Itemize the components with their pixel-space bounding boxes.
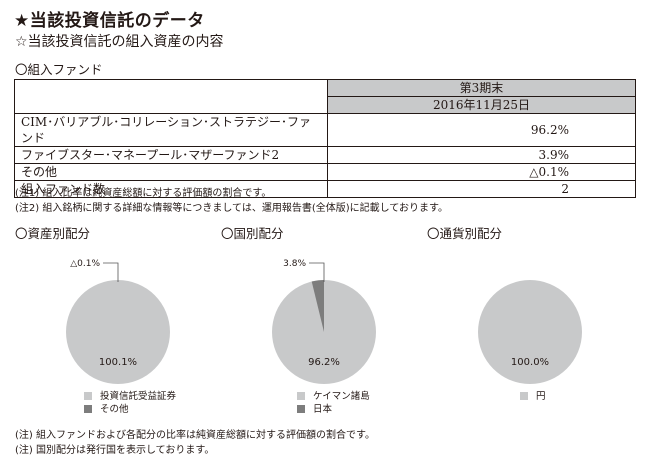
country-allocation-pie: 3.8% 96.2% [272, 259, 376, 384]
table-row: ファイブスター･マネープール･マザーファンド2 3.9% [14, 146, 636, 164]
page-title: ★当該投資信託のデータ [14, 11, 205, 31]
leader-line [309, 262, 325, 282]
legend-label: その他 [100, 404, 129, 415]
legend-item: ケイマン諸島 [297, 388, 370, 402]
fund-name: その他 [14, 163, 328, 181]
slice-label: △0.1% [70, 259, 100, 269]
legend-swatch [520, 392, 528, 400]
fund-name: ファイブスター･マネープール･マザーファンド2 [14, 146, 328, 164]
leader-line [103, 262, 119, 282]
table-row: 組入ファンド数 2 [14, 180, 636, 198]
pie-slice [478, 280, 582, 384]
table-header-period: 第3期末 [327, 79, 636, 97]
fund-value: △0.1% [327, 163, 636, 181]
legend-label: 円 [536, 391, 546, 402]
fund-value: 3.9% [327, 146, 636, 164]
asset-allocation-title: 〇資産別配分 [15, 226, 91, 241]
note-bottom-2: (注) 国別配分は発行国を表示しております。 [15, 445, 215, 456]
table-row: CIM･バリアブル･コリレーション･ストラテジー･ファンド 96.2% [14, 113, 636, 147]
table-header-date: 2016年11月25日 [327, 96, 636, 114]
fund-value: 96.2% [327, 113, 636, 147]
slice-label: 100.1% [99, 357, 137, 368]
legend-item: 円 [520, 388, 546, 402]
fund-name: CIM･バリアブル･コリレーション･ストラテジー･ファンド [14, 113, 328, 147]
legend-swatch [297, 405, 305, 413]
country-allocation-title: 〇国別配分 [221, 226, 284, 241]
legend-swatch [84, 405, 92, 413]
note-2: (注2) 組入銘柄に関する詳細な情報等につきましては、運用報告書(全体版)に記載… [15, 203, 449, 214]
legend-label: ケイマン諸島 [313, 391, 370, 402]
section-subtitle: ☆当該投資信託の組入資産の内容 [15, 34, 224, 50]
legend-item: その他 [84, 401, 129, 415]
pie-slice [311, 280, 324, 332]
slice-label: 96.2% [308, 357, 340, 368]
table-header-blank [14, 79, 328, 114]
legend-swatch [297, 392, 305, 400]
legend-label: 日本 [313, 404, 333, 415]
funds-heading: 〇組入ファンド [15, 62, 103, 77]
asset-allocation-pie: △0.1% 100.1% [66, 259, 170, 384]
slice-label: 3.8% [283, 259, 306, 269]
fund-count-value: 2 [327, 180, 636, 198]
currency-allocation-title: 〇通貨別配分 [427, 226, 503, 241]
legend-item: 投資信託受益証券 [84, 388, 176, 402]
fund-count-label: 組入ファンド数 [14, 180, 328, 198]
table-row: その他 △0.1% [14, 163, 636, 181]
pie-slice [66, 280, 170, 384]
currency-allocation-pie: 100.0% [478, 280, 582, 384]
legend-swatch [84, 392, 92, 400]
slice-label: 100.0% [511, 357, 549, 368]
legend-label: 投資信託受益証券 [100, 391, 177, 402]
funds-table: 第3期末 2016年11月25日 CIM･バリアブル･コリレーション･ストラテジ… [14, 79, 636, 198]
legend-item: 日本 [297, 401, 332, 415]
note-bottom-1: (注) 組入ファンドおよび各配分の比率は純資産総額に対する評価額の割合です。 [15, 430, 375, 441]
note-1: (注1) 組入比率は純資産総額に対する評価額の割合です。 [15, 188, 272, 199]
